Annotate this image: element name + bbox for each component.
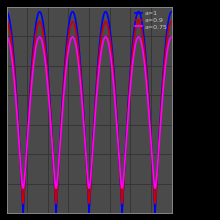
a=0.75 [35, 42, 38, 45]
a=1 [68, 18, 71, 21]
a=1 [22, 212, 24, 215]
a=1 [35, 18, 38, 21]
a=0.9 [113, 77, 115, 80]
a=0.75 [141, 46, 144, 49]
Line: a=0.9: a=0.9 [7, 22, 172, 203]
a=0.9 [128, 84, 131, 87]
a=0.9 [170, 20, 173, 23]
a=0.75 [170, 36, 173, 38]
a=0.9 [22, 202, 24, 205]
a=1 [128, 78, 131, 81]
a=0.75 [5, 36, 8, 38]
a=0.75 [128, 93, 131, 96]
a=0.75 [22, 187, 24, 189]
Legend: a=1, a=0.9, a=0.75: a=1, a=0.9, a=0.75 [134, 10, 169, 31]
a=1 [5, 10, 8, 13]
a=0.9 [5, 20, 8, 23]
a=0.75 [104, 36, 107, 38]
a=0.75 [68, 42, 71, 45]
a=0.75 [113, 87, 115, 90]
a=1 [113, 71, 115, 73]
a=1 [141, 23, 144, 25]
a=0.9 [141, 32, 144, 35]
a=0.9 [68, 28, 71, 30]
a=0.9 [104, 20, 107, 23]
a=1 [104, 10, 107, 13]
a=1 [170, 10, 173, 13]
a=0.9 [35, 28, 38, 31]
Line: a=0.75: a=0.75 [7, 37, 172, 188]
Line: a=1: a=1 [7, 12, 172, 213]
